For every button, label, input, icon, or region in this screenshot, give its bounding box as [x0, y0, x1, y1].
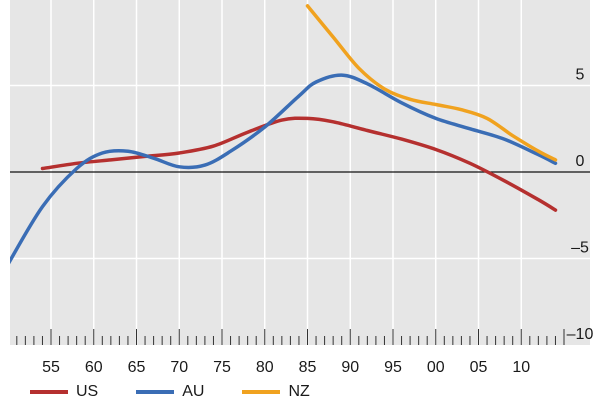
x-tick-label-75: 75	[213, 359, 231, 376]
legend-swatch-au	[136, 390, 175, 394]
x-tick-label-10: 10	[512, 359, 530, 376]
legend-item-nz: NZ	[242, 383, 310, 401]
x-tick-label-80: 80	[256, 359, 274, 376]
x-tick-label-00: 00	[427, 359, 445, 376]
legend-item-au: AU	[136, 383, 204, 401]
series-line-nz	[305, 4, 558, 162]
y-tick-label-0: 0	[576, 153, 585, 170]
legend-label-us: US	[76, 383, 99, 400]
y-tick-label-5: 5	[576, 67, 585, 84]
x-tick-label-85: 85	[299, 359, 317, 376]
x-tick-label-65: 65	[128, 359, 146, 376]
legend-item-us: US	[30, 383, 98, 401]
x-tick-label-90: 90	[341, 359, 359, 376]
y-tick-label--10: –10	[567, 326, 594, 343]
legend: US AU NZ	[30, 380, 348, 404]
x-tick-label-05: 05	[470, 359, 488, 376]
x-tick-label-55: 55	[42, 359, 60, 376]
y-tick-label--5: –5	[571, 240, 589, 257]
legend-swatch-nz	[242, 390, 281, 394]
legend-label-nz: NZ	[288, 383, 310, 400]
legend-swatch-us	[30, 390, 68, 394]
series-line-au	[10, 73, 558, 265]
x-tick-label-60: 60	[85, 359, 103, 376]
x-tick-label-70: 70	[170, 359, 188, 376]
x-tick-label-95: 95	[384, 359, 402, 376]
series-line-us	[40, 116, 558, 212]
legend-label-au: AU	[182, 383, 205, 400]
